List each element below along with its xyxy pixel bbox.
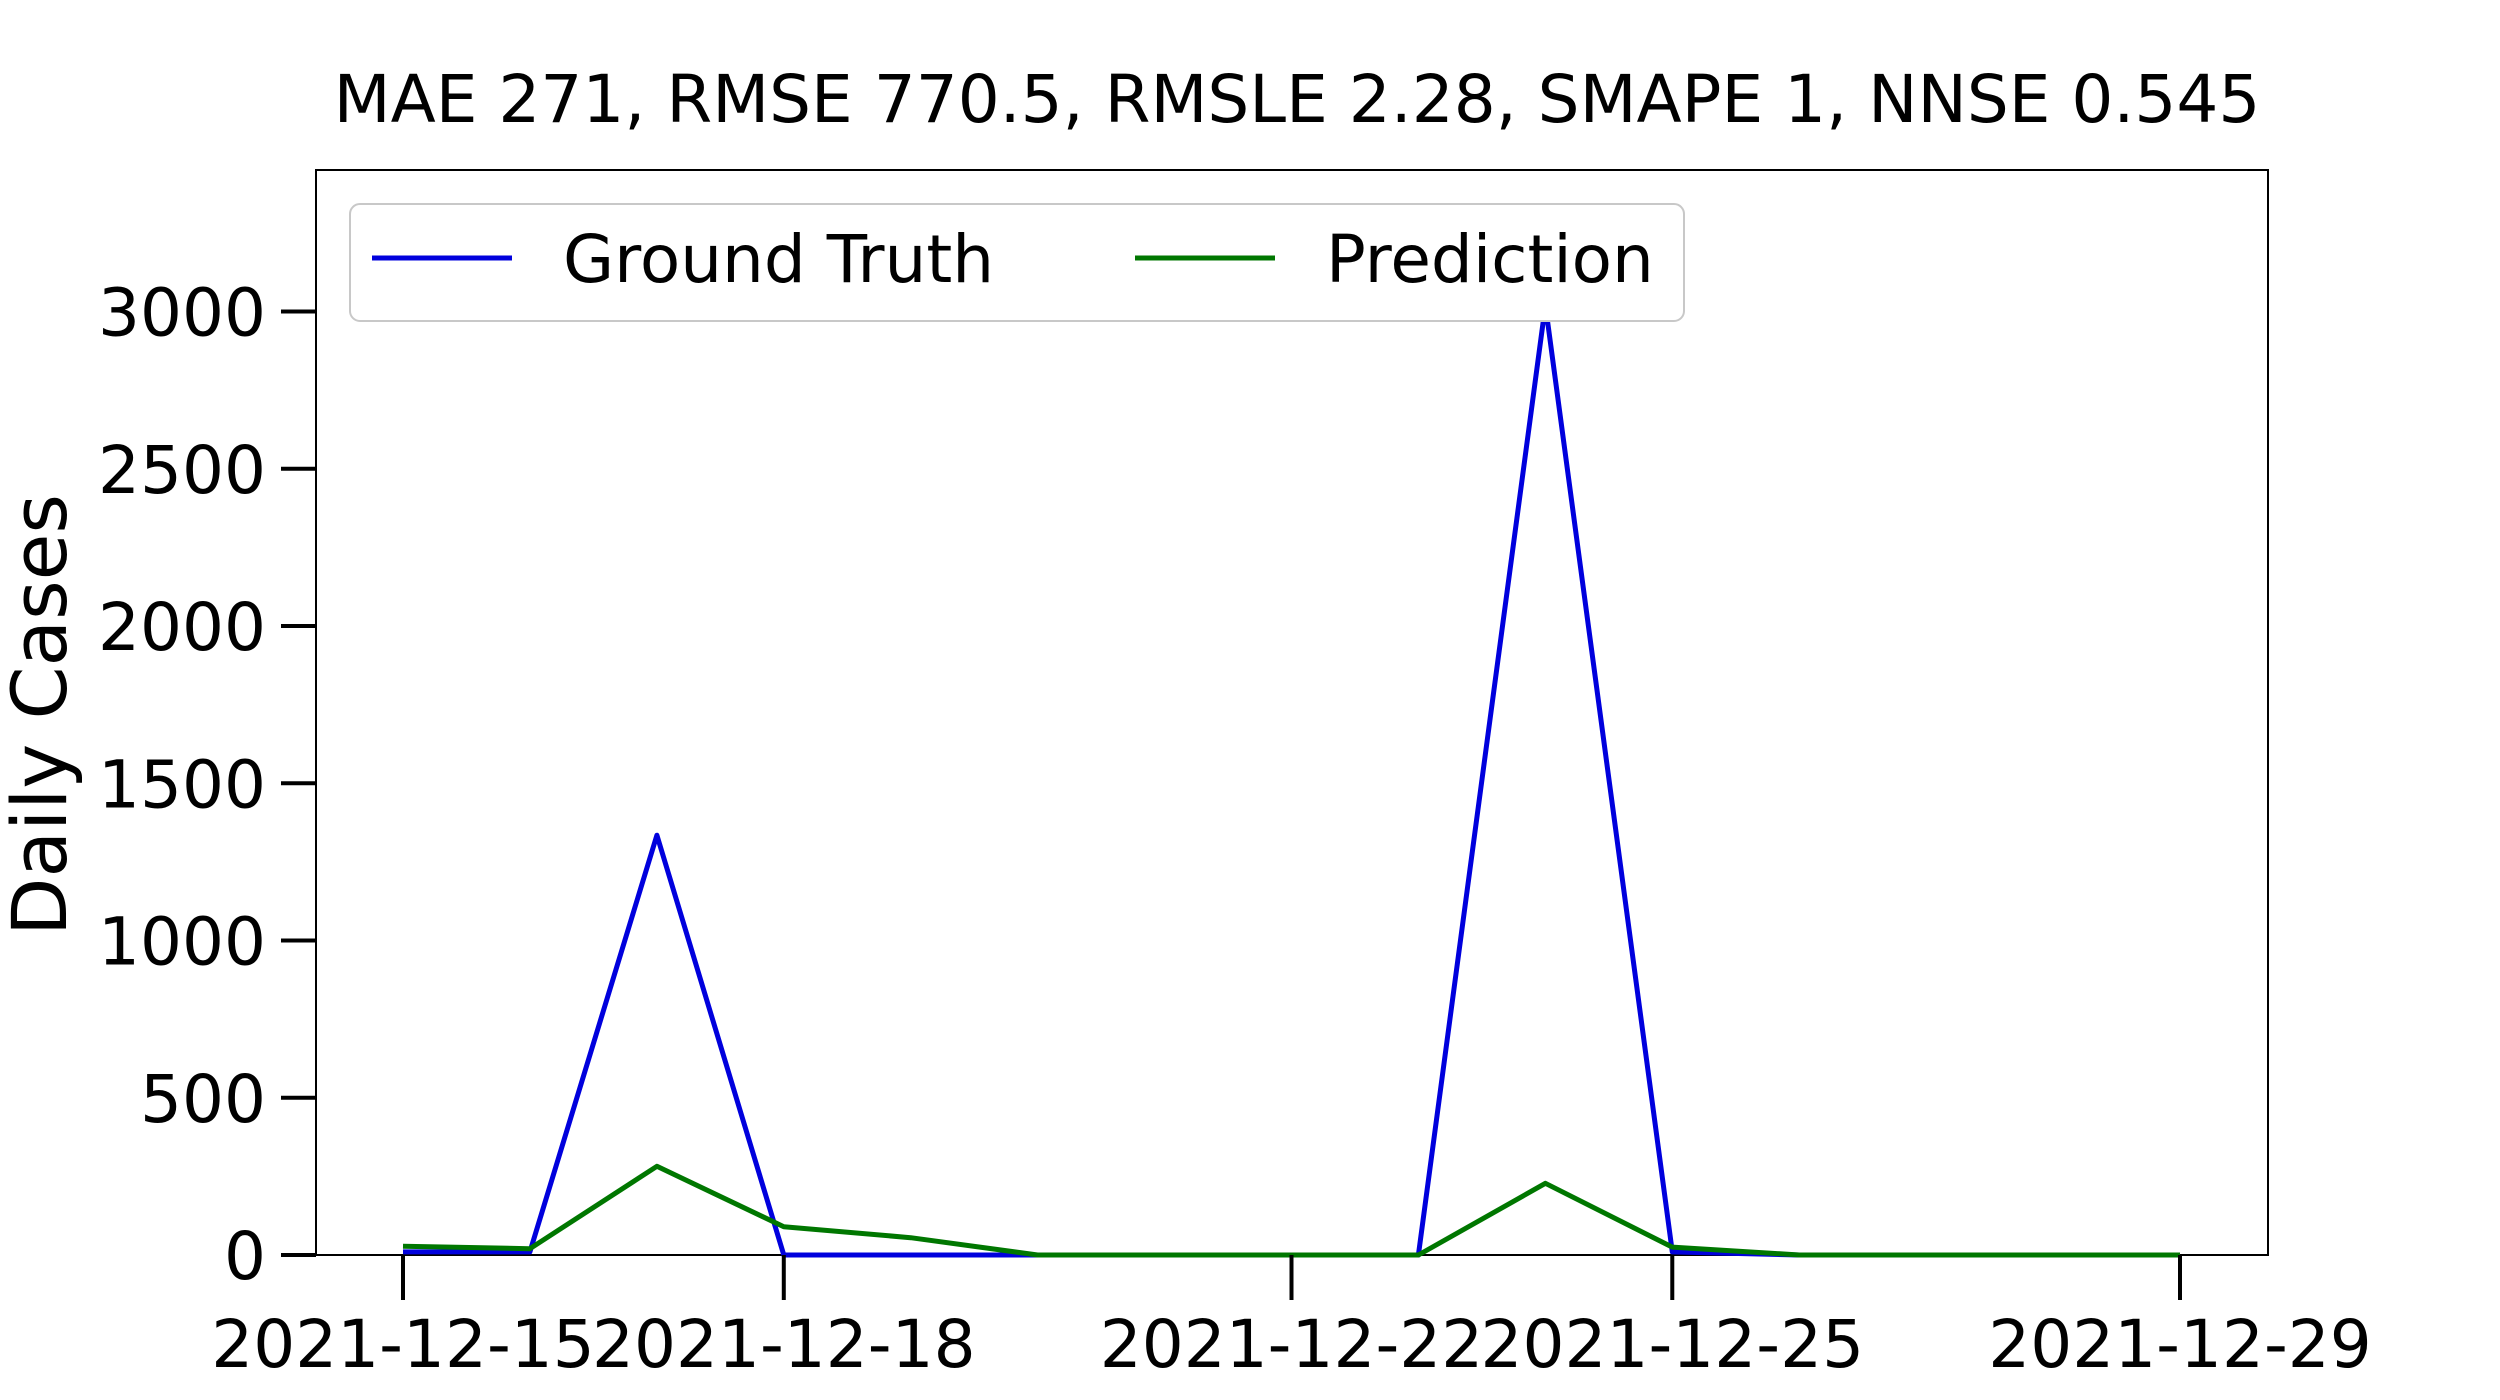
legend: Ground Truth Prediction <box>349 203 1685 322</box>
series-line-ground-truth <box>403 302 2180 1258</box>
legend-label-ground-truth: Ground Truth <box>563 221 994 298</box>
y-tick-label: 1000 <box>98 904 266 981</box>
series-line-prediction <box>402 1163 2180 1258</box>
y-tick-label: 0 <box>224 1218 266 1295</box>
plot-frame <box>315 169 2269 1256</box>
y-tick-label: 500 <box>140 1061 266 1138</box>
legend-label-prediction: Prediction <box>1326 221 1654 298</box>
x-tick-label: 2021-12-29 <box>1988 1306 2372 1383</box>
chart-title: MAE 271, RMSE 770.5, RMSLE 2.28, SMAPE 1… <box>334 61 2261 138</box>
legend-box <box>349 203 1685 322</box>
y-tick-label: 1500 <box>98 746 266 823</box>
x-tick-label: 2021-12-25 <box>1481 1306 1865 1383</box>
y-tick-label: 2500 <box>98 432 266 509</box>
y-axis-label: Daily Cases <box>0 494 84 936</box>
series-layer <box>402 302 2180 1258</box>
x-tick-label: 2021-12-18 <box>592 1306 976 1383</box>
y-tick-label: 2000 <box>98 589 266 666</box>
x-tick-label: 2021-12-22 <box>1100 1306 1484 1383</box>
x-tick-label: 2021-12-15 <box>211 1306 595 1383</box>
y-axis: 0 500 1000 1500 2000 2500 3000 <box>98 275 316 1295</box>
y-tick-label: 3000 <box>98 275 266 352</box>
